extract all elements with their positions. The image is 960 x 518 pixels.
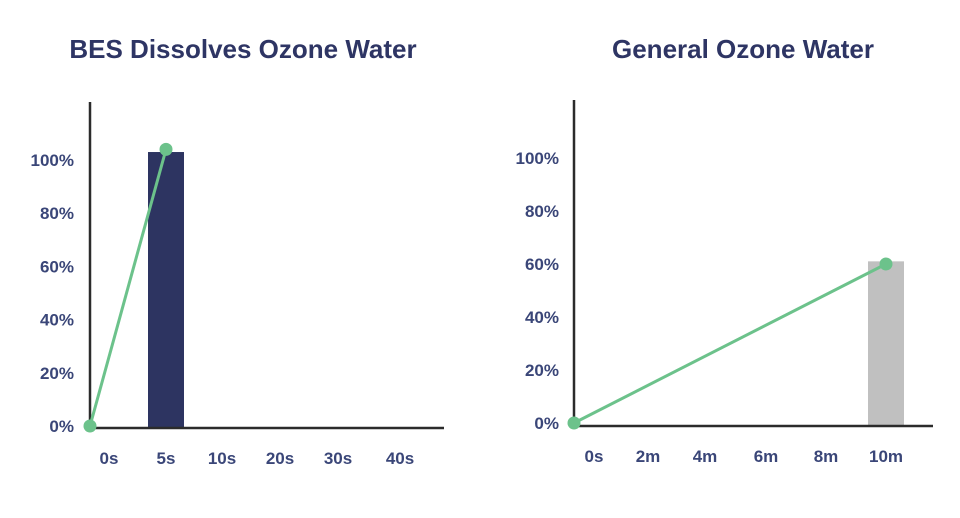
y-tick-label: 0% [49,417,74,436]
y-tick-label: 100% [516,149,559,168]
series-point [567,416,581,430]
x-tick-label: 10s [208,449,236,468]
x-tick-label: 2m [636,447,661,466]
x-tick-label: 30s [324,449,352,468]
series-line [573,262,887,425]
y-tick-label: 20% [40,364,74,383]
bar-10m [868,261,904,426]
y-tick-label: 80% [525,202,559,221]
chart-bes: BES Dissolves Ozone Water 0% 20% 40% 60% 80%… [31,34,444,468]
x-tick-label: 0s [100,449,119,468]
series-point [879,257,893,271]
chart-general: General Ozone Water 0% 20% 40% 60% 80% 100% 0… [516,34,933,466]
x-tick-label: 5s [157,449,176,468]
x-tick-label: 4m [693,447,718,466]
chart-title: General Ozone Water [612,34,874,64]
y-tick-label: 80% [40,204,74,223]
y-tick-label: 60% [525,255,559,274]
y-tick-label: 40% [40,311,74,330]
series-point [83,419,97,433]
x-tick-label: 0s [585,447,604,466]
x-tick-label: 10m [869,447,903,466]
y-tick-label: 20% [525,361,559,380]
x-tick-label: 8m [814,447,839,466]
chart-title: BES Dissolves Ozone Water [69,34,416,64]
x-tick-label: 6m [754,447,779,466]
x-tick-label: 20s [266,449,294,468]
x-tick-label: 40s [386,449,414,468]
y-tick-label: 40% [525,308,559,327]
y-tick-label: 100% [31,151,74,170]
y-tick-label: 60% [40,257,74,276]
series-line [88,148,168,427]
series-point [159,142,173,156]
y-tick-label: 0% [534,414,559,433]
